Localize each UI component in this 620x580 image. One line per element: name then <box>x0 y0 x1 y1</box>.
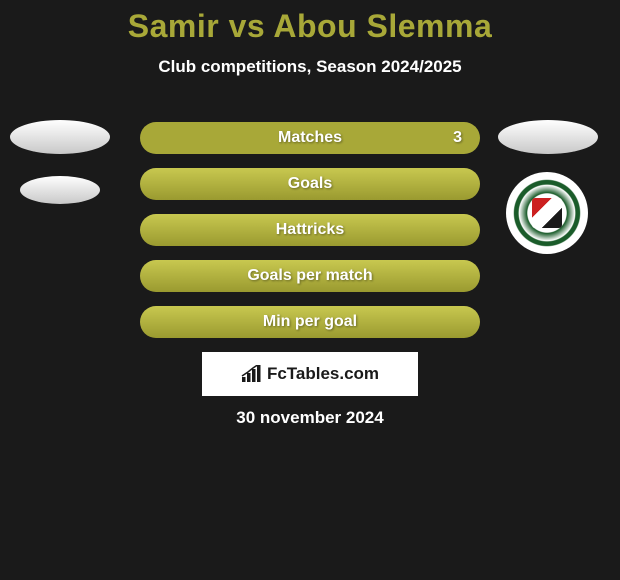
branding-label: FcTables.com <box>267 364 379 384</box>
player-badge-left <box>10 120 110 204</box>
date-label: 30 november 2024 <box>0 408 620 428</box>
stat-label: Goals <box>140 168 480 200</box>
stat-bar-min-per-goal: Min per goal <box>140 306 480 338</box>
stat-bar-matches: Matches 3 <box>140 122 480 154</box>
stats-bars: Matches 3 Goals Hattricks Goals per matc… <box>140 122 480 352</box>
stat-label: Min per goal <box>140 306 480 338</box>
stat-bar-goals-per-match: Goals per match <box>140 260 480 292</box>
ellipse-icon <box>10 120 110 154</box>
page-title: Samir vs Abou Slemma <box>0 0 620 45</box>
stat-value-right: 3 <box>453 122 462 154</box>
stat-label: Goals per match <box>140 260 480 292</box>
club-badge-icon <box>506 172 588 254</box>
stat-bar-hattricks: Hattricks <box>140 214 480 246</box>
stat-label: Hattricks <box>140 214 480 246</box>
ellipse-icon <box>498 120 598 154</box>
player-badge-right <box>498 120 598 254</box>
ellipse-icon <box>20 176 100 204</box>
stat-bar-goals: Goals <box>140 168 480 200</box>
subtitle: Club competitions, Season 2024/2025 <box>0 57 620 77</box>
bar-chart-icon <box>241 365 263 383</box>
stat-label: Matches <box>140 122 480 154</box>
branding-box: FcTables.com <box>202 352 418 396</box>
